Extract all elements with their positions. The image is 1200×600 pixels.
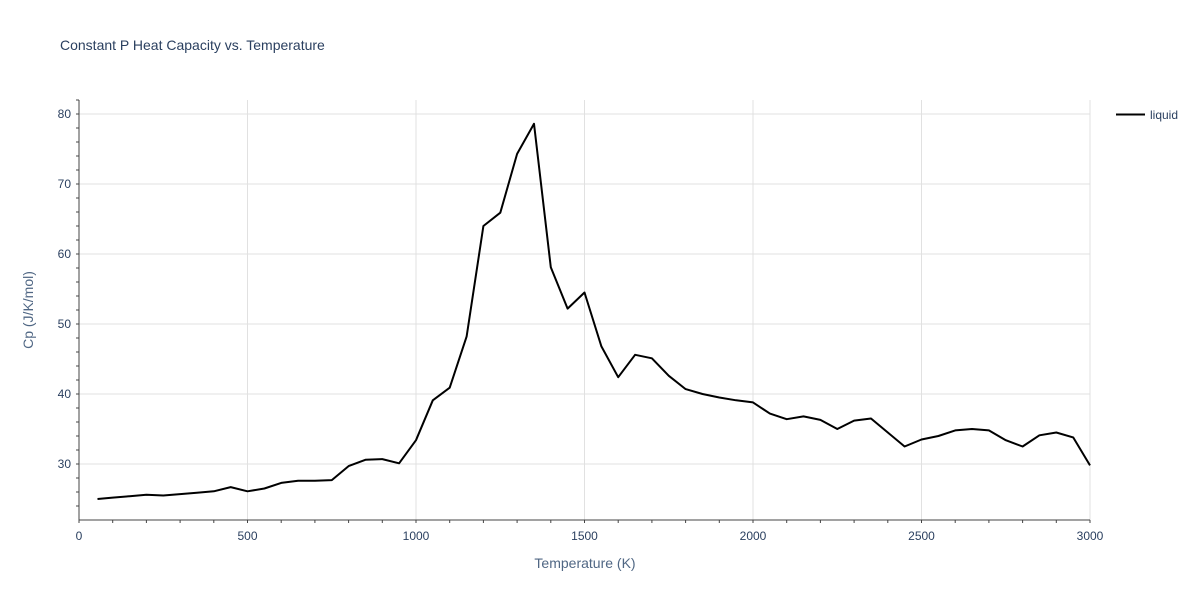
y-axis-title: Cp (J/K/mol) [20,271,36,349]
x-axis-title: Temperature (K) [534,555,635,571]
series-line-liquid [97,122,1091,500]
x-tick-label: 0 [76,529,83,543]
y-tick-label: 80 [58,107,72,121]
axes-layer: 0 500 1000 1500 2000 2500 3000 30 40 50 60 70 80 [58,99,1104,543]
legend[interactable]: liquid [1116,108,1178,122]
y-tick-label: 60 [58,247,72,261]
grid-layer [78,100,1091,520]
x-tick-label: 2000 [740,529,767,543]
x-tick-label: 2500 [908,529,935,543]
data-layer [97,122,1091,500]
y-tick-label: 50 [58,317,72,331]
y-tick-label: 40 [58,387,72,401]
x-tick-label: 3000 [1077,529,1104,543]
x-tick-label: 1000 [403,529,430,543]
legend-label-liquid: liquid [1150,108,1178,122]
y-tick-label: 70 [58,177,72,191]
y-tick-label: 30 [58,457,72,471]
x-tick-label: 500 [237,529,257,543]
x-tick-label: 1500 [571,529,598,543]
chart-title: Constant P Heat Capacity vs. Temperature [60,37,325,53]
